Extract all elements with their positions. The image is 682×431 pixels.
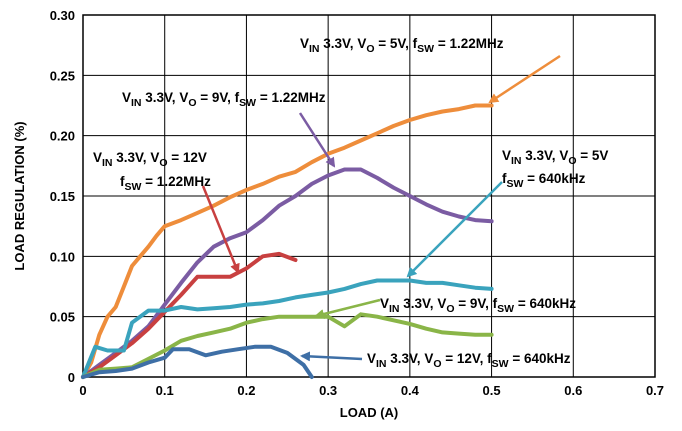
x-tick-label: 0.5	[483, 383, 501, 398]
y-tick-label: 0.05	[50, 310, 75, 325]
plot-frame	[82, 14, 656, 378]
annotation-label: VIN 3.3V, VO = 5V	[502, 148, 608, 167]
series-line-4	[81, 278, 494, 379]
series-line-3	[81, 251, 298, 379]
y-tick-label: 0.15	[50, 189, 75, 204]
annotation-label: VIN 3.3V, VO = 9V, fSW = 1.22MHz	[122, 90, 326, 109]
annotation-label: fSW = 1.22MHz	[120, 174, 211, 193]
annotation-arrow	[298, 112, 336, 168]
y-axis-ticks: 0 0.05 0.10 0.15 0.20 0.25 0.30	[50, 8, 75, 385]
x-tick-label: 0	[79, 383, 86, 398]
series-line-2	[81, 167, 494, 379]
annotation-arrow	[488, 54, 561, 104]
annotation-label: VIN 3.3V, VO = 12V, fSW = 640kHz	[367, 351, 571, 370]
series-line-1	[81, 103, 494, 379]
series-lines	[81, 103, 494, 379]
annotation-arrow	[201, 185, 240, 274]
y-tick-label: 0.10	[50, 249, 75, 264]
annotations: VIN 3.3V, VO = 5V, fSW = 1.22MHz VIN 3.3V…	[93, 36, 608, 370]
grid	[82, 14, 656, 378]
annotation-label: VIN 3.3V, VO = 5V, fSW = 1.22MHz	[300, 36, 504, 55]
annotation-arrows	[201, 54, 561, 362]
x-tick-label: 0.1	[156, 383, 174, 398]
y-tick-label: 0	[68, 370, 75, 385]
x-tick-label: 0.4	[401, 383, 420, 398]
y-tick-label: 0.20	[50, 129, 75, 144]
x-tick-label: 0.6	[564, 383, 582, 398]
annotation-arrow	[406, 181, 503, 278]
annotation-arrow	[300, 351, 363, 362]
y-tick-label: 0.25	[50, 68, 75, 83]
series-line-6	[81, 344, 314, 379]
series-line-5	[81, 312, 494, 379]
y-axis-title: LOAD REGULATION (%)	[12, 121, 27, 270]
x-axis-title: LOAD (A)	[340, 405, 399, 420]
annotation-label: fSW = 640kHz	[502, 171, 586, 190]
annotation-label: VIN 3.3V, VO = 12V	[93, 150, 207, 169]
x-axis-ticks: 0 0.1 0.2 0.3 0.4 0.5 0.6 0.7	[79, 383, 664, 398]
x-tick-label: 0.3	[319, 383, 337, 398]
y-tick-label: 0.30	[50, 8, 75, 23]
annotation-arrow	[314, 298, 381, 319]
x-tick-label: 0.7	[646, 383, 664, 398]
x-tick-label: 0.2	[237, 383, 255, 398]
annotation-label: VIN 3.3V, VO = 9V, fSW = 640kHz	[380, 296, 576, 315]
